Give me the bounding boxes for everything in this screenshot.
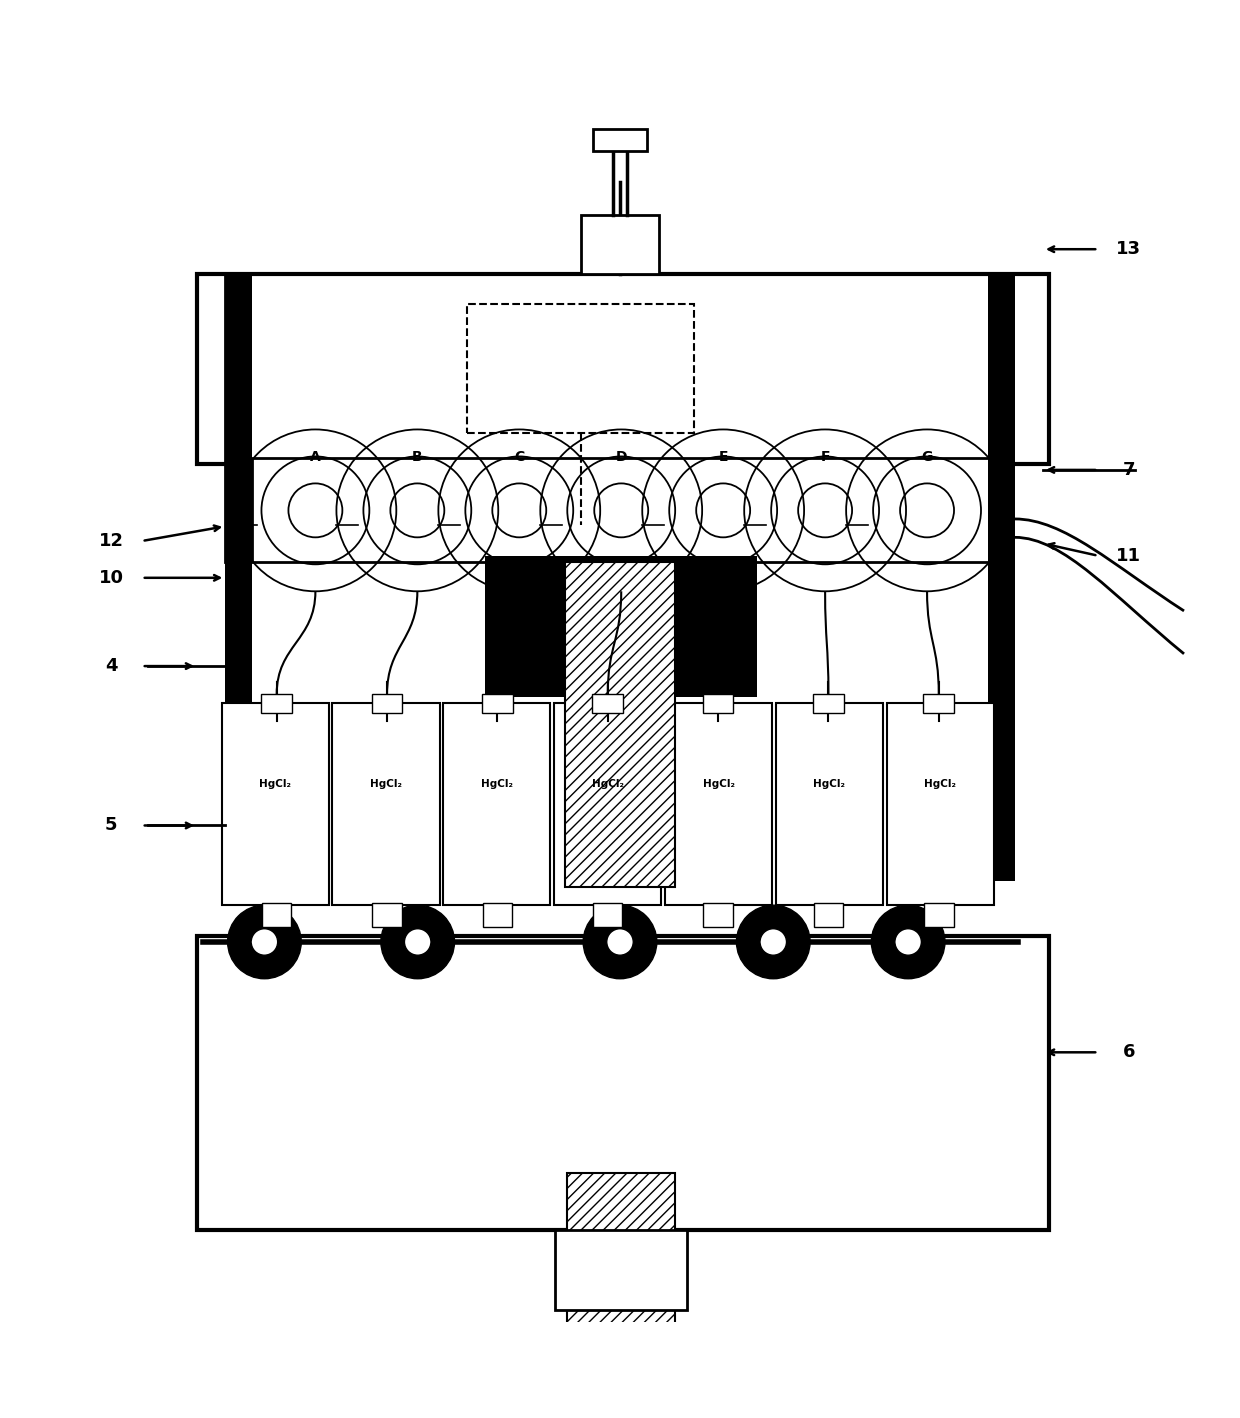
Text: 12: 12 xyxy=(99,532,124,550)
Bar xyxy=(332,703,440,905)
Bar xyxy=(262,903,291,927)
Bar xyxy=(443,703,551,905)
Text: 11: 11 xyxy=(1116,547,1141,564)
Text: B: B xyxy=(412,450,423,464)
Bar xyxy=(554,703,661,905)
Bar xyxy=(665,703,773,905)
Circle shape xyxy=(872,905,945,978)
Bar xyxy=(222,703,329,905)
Text: 7: 7 xyxy=(1122,461,1135,479)
Text: 4: 4 xyxy=(105,657,118,675)
Bar xyxy=(226,274,252,881)
Bar xyxy=(567,1173,675,1366)
Bar xyxy=(776,703,883,905)
Bar xyxy=(556,1229,687,1310)
Bar xyxy=(580,216,660,274)
Text: 6: 6 xyxy=(1122,1044,1135,1061)
Circle shape xyxy=(381,905,455,978)
Text: G: G xyxy=(921,450,932,464)
Text: 10: 10 xyxy=(99,569,124,587)
Circle shape xyxy=(606,929,634,956)
Text: HgCl₂: HgCl₂ xyxy=(370,778,402,788)
Bar xyxy=(703,695,733,713)
Bar xyxy=(813,695,843,713)
Bar xyxy=(466,305,693,432)
Text: HgCl₂: HgCl₂ xyxy=(481,778,513,788)
Bar xyxy=(197,274,1049,464)
Text: HgCl₂: HgCl₂ xyxy=(259,778,291,788)
Bar xyxy=(482,695,512,713)
Text: HgCl₂: HgCl₂ xyxy=(591,778,624,788)
Text: 5: 5 xyxy=(105,817,118,834)
Circle shape xyxy=(760,929,786,956)
Bar xyxy=(372,695,402,713)
Bar xyxy=(593,129,647,152)
Text: HgCl₂: HgCl₂ xyxy=(703,778,734,788)
Bar xyxy=(372,903,402,927)
Bar xyxy=(565,562,675,886)
Bar xyxy=(593,903,622,927)
Bar xyxy=(252,458,991,562)
Bar xyxy=(485,556,758,696)
Bar xyxy=(887,703,994,905)
Text: C: C xyxy=(515,450,525,464)
Circle shape xyxy=(252,929,278,956)
Bar xyxy=(813,903,843,927)
Text: HgCl₂: HgCl₂ xyxy=(924,778,956,788)
Bar xyxy=(924,695,954,713)
Bar xyxy=(988,274,1014,881)
Text: E: E xyxy=(718,450,728,464)
Bar xyxy=(924,903,954,927)
Text: HgCl₂: HgCl₂ xyxy=(813,778,846,788)
Bar xyxy=(197,936,1049,1229)
Circle shape xyxy=(895,929,921,956)
Text: 13: 13 xyxy=(1116,240,1141,258)
Bar xyxy=(593,695,622,713)
Text: D: D xyxy=(615,450,627,464)
Bar xyxy=(703,903,733,927)
Text: F: F xyxy=(821,450,830,464)
Text: A: A xyxy=(310,450,321,464)
Circle shape xyxy=(404,929,432,956)
Bar xyxy=(482,903,512,927)
Bar xyxy=(262,695,291,713)
Circle shape xyxy=(228,905,301,978)
Circle shape xyxy=(737,905,810,978)
Circle shape xyxy=(583,905,657,978)
